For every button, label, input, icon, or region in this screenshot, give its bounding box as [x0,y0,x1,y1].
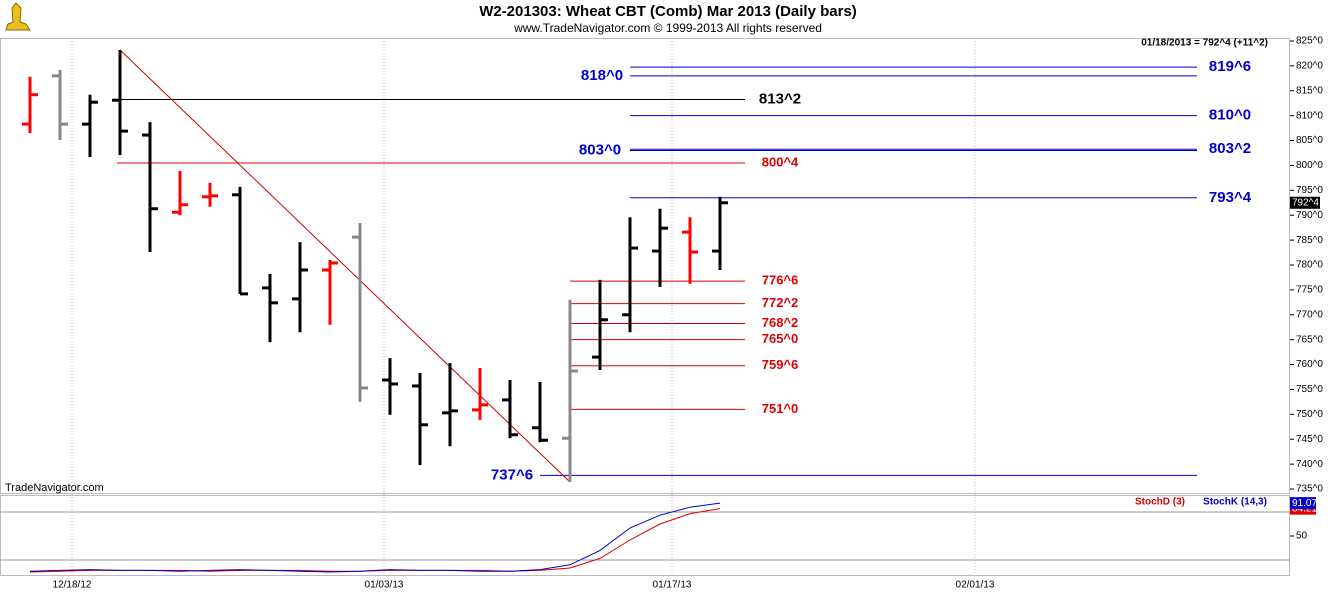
y-tick-label: 820^0 [1296,61,1323,72]
x-tick-label: 02/01/13 [956,580,995,591]
x-tick-label: 01/17/13 [653,580,692,591]
level-label: 765^0 [762,331,799,346]
x-tick-label: 12/18/12 [53,580,92,591]
y-tick-label: 815^0 [1296,85,1323,96]
level-label: 768^2 [762,315,799,330]
y-tick-label: 745^0 [1296,434,1323,445]
price-panel [0,38,1290,494]
last-price-box [1290,196,1320,209]
info-text: 01/18/2013 = 792^4 (+11^2) [1141,38,1268,49]
legend-entry: StochD (3) [1135,497,1185,508]
y-tick-label: 755^0 [1296,384,1323,395]
y-tick-label: 770^0 [1296,309,1323,320]
level-label: 803^2 [1209,140,1251,157]
y-tick-label: 790^0 [1296,210,1323,221]
value-label: 91.07 [1292,498,1317,509]
chart-subtitle: www.TradeNavigator.com © 1999-2013 All r… [513,21,822,35]
level-label: 803^0 [579,141,621,158]
legend-entry: StochK (14,3) [1203,497,1267,508]
level-label: 793^4 [1209,189,1252,206]
logo-shape [5,2,31,31]
y-tick-label: 775^0 [1296,285,1323,296]
level-label: 751^0 [762,401,799,416]
y-tick-label: 800^0 [1296,160,1323,171]
chart-title: W2-201303: Wheat CBT (Comb) Mar 2013 (Da… [479,3,857,20]
x-tick-label: 01/03/13 [365,580,404,591]
level-label: 759^6 [762,357,799,372]
indicator-line [29,502,721,573]
trend-line [119,49,571,483]
level-label: 813^2 [759,90,801,107]
y-tick-label: 785^0 [1296,235,1323,246]
y-tick-label: 780^0 [1296,260,1323,271]
y-tick-label: 825^0 [1296,36,1323,47]
watermark: TradeNavigator.com [5,482,104,494]
y-tick-label: 765^0 [1296,334,1323,345]
level-label: 800^4 [762,154,799,169]
y-tick-label: 760^0 [1296,359,1323,370]
y-tick-label: 795^0 [1296,185,1323,196]
level-label: 772^2 [762,295,799,310]
level-label: 810^0 [1209,107,1251,124]
y-tick-label: 740^0 [1296,459,1323,470]
last-price-label: 792^4 [1292,197,1319,208]
y-tick-label: 735^0 [1296,484,1323,495]
level-label: 776^6 [762,273,799,288]
y-tick-label: 50 [1296,531,1308,542]
logo [5,2,31,31]
level-label: 819^6 [1209,58,1251,75]
y-tick-label: 750^0 [1296,409,1323,420]
y-tick-label: 805^0 [1296,135,1323,146]
value-box [1290,497,1316,510]
y-tick-label: 810^0 [1296,110,1323,121]
indicator-panel [0,495,1290,576]
level-label: 737^6 [491,466,533,483]
level-label: 818^0 [581,67,623,84]
